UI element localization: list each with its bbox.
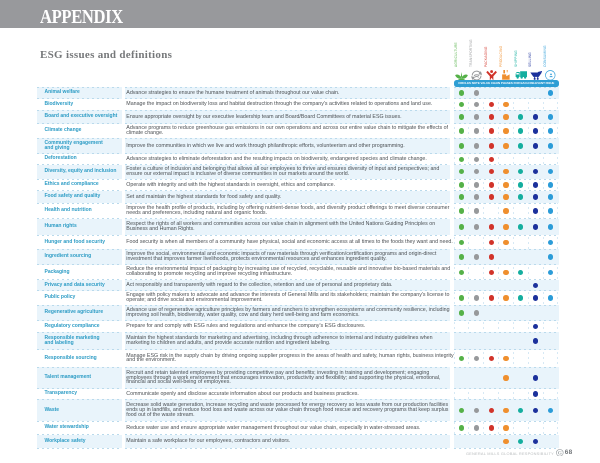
svg-text:G: G: [558, 450, 562, 456]
